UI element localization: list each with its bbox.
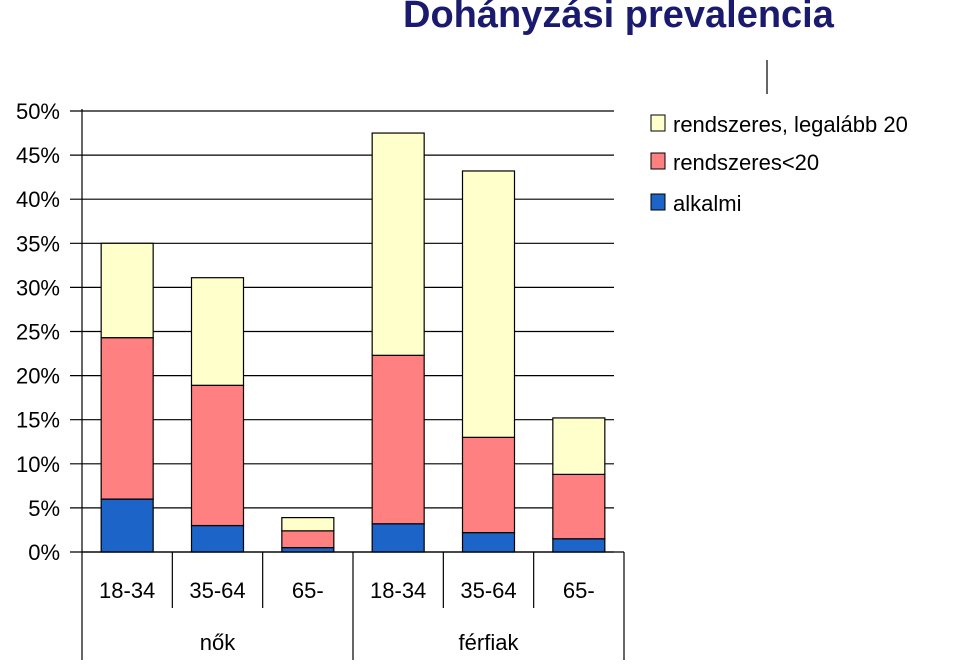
bar-segment-rendszeres-legal-bb-20 bbox=[461, 170, 516, 438]
bar-segment-alkalmi bbox=[552, 538, 606, 553]
bar-segment-alkalmi bbox=[281, 546, 335, 553]
bar-segment-rendszeres-legal-bb-20 bbox=[190, 277, 245, 386]
legend-label: rendszeres, legalább 20 bbox=[673, 112, 908, 137]
bar-segment-rendszeres-20 bbox=[371, 354, 425, 525]
legend-swatch bbox=[650, 193, 666, 211]
y-tick-label: 50% bbox=[16, 99, 60, 124]
legend-swatch bbox=[650, 152, 666, 170]
bar-segment-alkalmi bbox=[100, 498, 154, 553]
y-tick-label: 20% bbox=[16, 364, 60, 389]
x-tick-label: 65- bbox=[292, 578, 324, 603]
x-group-label: nők bbox=[200, 630, 236, 655]
bar-segment-rendszeres-legal-bb-20 bbox=[100, 242, 154, 339]
x-tick-label: 65- bbox=[563, 578, 595, 603]
bars bbox=[100, 132, 606, 553]
x-group-label: férfiak bbox=[459, 630, 520, 655]
legend: rendszeres, legalább 20 rendszeres<20 alka… bbox=[650, 112, 908, 216]
bar-segment-alkalmi bbox=[461, 531, 516, 553]
x-tick-label: 35-64 bbox=[189, 578, 245, 603]
chart-title: Dohányzási prevalencia bbox=[403, 0, 834, 36]
bar-segment-rendszeres-20 bbox=[281, 530, 335, 549]
y-tick-label: 5% bbox=[28, 496, 60, 521]
y-tick-label: 45% bbox=[16, 143, 60, 168]
y-tick-label: 10% bbox=[16, 452, 60, 477]
x-axis: 18-34 35-64 65- 18-34 35-64 65- nők férfiak bbox=[82, 551, 625, 660]
bar-segment-rendszeres-legal-bb-20 bbox=[552, 417, 606, 475]
x-tick-label: 18-34 bbox=[99, 578, 155, 603]
legend-swatch bbox=[650, 114, 666, 132]
y-tick-label: 30% bbox=[16, 275, 60, 300]
legend-label: alkalmi bbox=[673, 191, 741, 216]
bar-segment-alkalmi bbox=[371, 523, 425, 553]
y-tick-label: 0% bbox=[28, 540, 60, 565]
x-tick-label: 35-64 bbox=[460, 578, 516, 603]
y-tick-label: 40% bbox=[16, 187, 60, 212]
gridlines bbox=[70, 109, 614, 660]
bar-segment-rendszeres-20 bbox=[552, 473, 606, 540]
y-axis-ticks: 0% 5% 10% 15% 20% 25% 30% 35% 40% 45% 50% bbox=[16, 99, 60, 565]
bar-segment-rendszeres-legal-bb-20 bbox=[281, 517, 335, 532]
x-tick-label: 18-34 bbox=[370, 578, 426, 603]
y-tick-label: 15% bbox=[16, 408, 60, 433]
bar-segment-rendszeres-20 bbox=[190, 384, 245, 527]
legend-label: rendszeres<20 bbox=[673, 150, 819, 175]
bar-segment-alkalmi bbox=[190, 524, 245, 553]
y-tick-label: 35% bbox=[16, 231, 60, 256]
bar-segment-rendszeres-legal-bb-20 bbox=[371, 132, 425, 356]
bar-segment-rendszeres-20 bbox=[100, 337, 154, 500]
bar-segment-rendszeres-20 bbox=[461, 436, 516, 534]
y-tick-label: 25% bbox=[16, 320, 60, 345]
